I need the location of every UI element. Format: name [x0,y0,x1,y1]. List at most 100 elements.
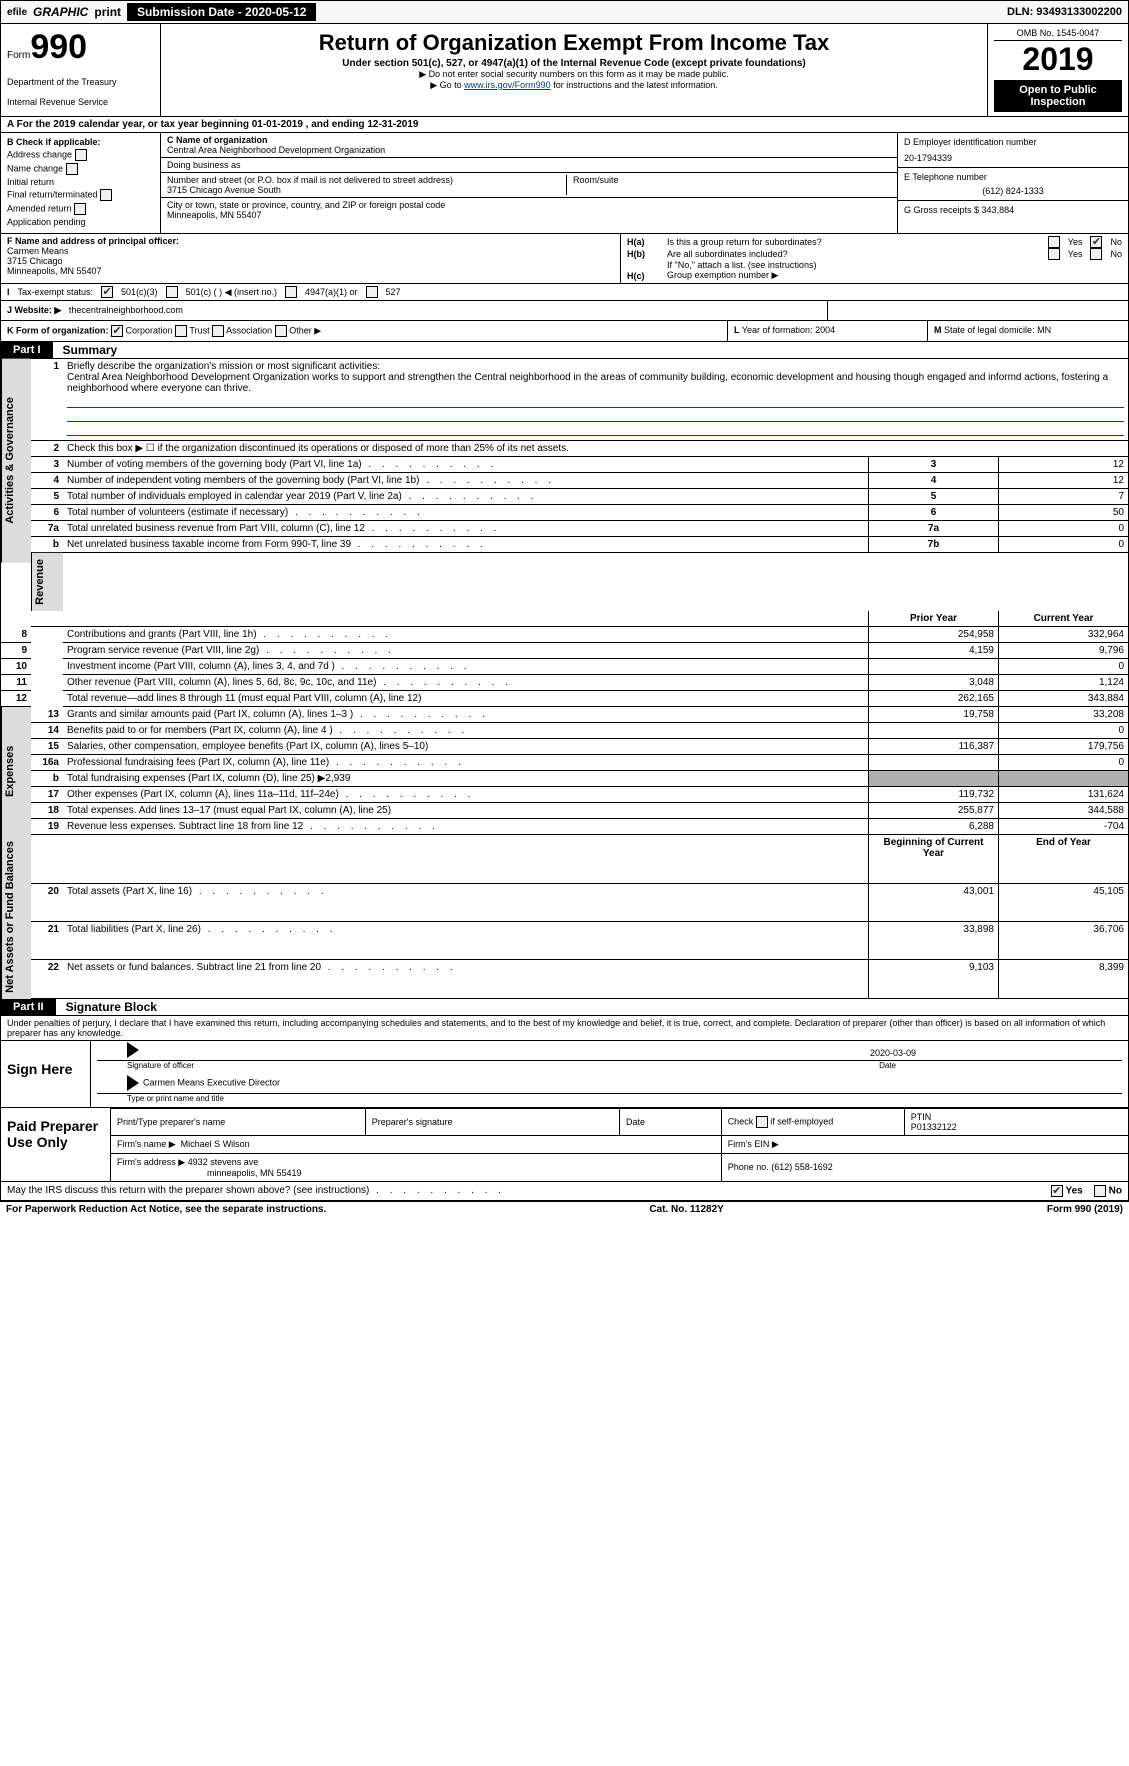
form-header: Form990 Department of the Treasury Inter… [0,24,1129,117]
prep-check-pre: Check [728,1116,754,1126]
line18-num: 18 [31,803,63,819]
line17-num: 17 [31,787,63,803]
ha-yes: Yes [1068,237,1083,247]
hc-text: Group exemption number ▶ [667,270,778,281]
irs-link[interactable]: www.irs.gov/Form990 [464,80,551,90]
line11-num: 11 [1,675,31,691]
name-title-label: Type or print name and title [127,1094,224,1103]
cb-final-return[interactable] [100,189,112,201]
cb-address-change-label: Address change [7,149,72,159]
cb-initial-return-label: Initial return [7,177,54,187]
line16a-curr: 0 [998,755,1128,771]
cb-hb-yes[interactable] [1048,248,1060,260]
row-a-period: A For the 2019 calendar year, or tax yea… [0,117,1129,133]
row-l-text: Year of formation: [742,325,813,335]
line16b-text: Total fundraising expenses (Part IX, col… [63,771,868,787]
cb-trust[interactable] [175,325,187,337]
officer-name: Carmen Means [7,246,614,256]
line15-num: 15 [31,739,63,755]
line1-mission: Briefly describe the organization's miss… [63,359,1128,441]
line15-text: Salaries, other compensation, employee b… [63,739,868,755]
opt-4947: 4947(a)(1) or [305,287,358,297]
gross-receipts-value: 343,884 [982,205,1015,215]
firm-phone-lbl: Phone no. [728,1162,769,1172]
prep-date-hdr: Date [620,1108,722,1135]
cb-527[interactable] [366,286,378,298]
line16a-prior [868,755,998,771]
box-deg: D Employer identification number 20-1794… [898,133,1128,233]
org-name-label: C Name of organization [167,135,891,145]
line7b-val: 0 [998,537,1128,553]
sign-arrow-icon-2 [127,1075,139,1091]
cb-address-change[interactable] [75,149,87,161]
print-label: print [94,5,121,19]
opt-corp: Corporation [126,325,173,335]
cb-self-employed[interactable] [756,1116,768,1128]
firm-addr2: minneapolis, MN 55419 [207,1168,302,1178]
cb-ha-no[interactable] [1090,236,1102,248]
line14-num: 14 [31,723,63,739]
mission-text: Central Area Neighborhood Development Or… [67,372,1108,394]
sign-arrow-icon [127,1042,139,1058]
cb-discuss-no[interactable] [1094,1185,1106,1197]
ha-label: H(a) [627,237,659,247]
cb-501c3[interactable] [101,286,113,298]
colhdr-current: Current Year [998,611,1128,627]
ha-text: Is this a group return for subordinates? [667,237,1040,247]
line18-text: Total expenses. Add lines 13–17 (must eq… [63,803,868,819]
cb-501c[interactable] [166,286,178,298]
cb-hb-no[interactable] [1090,248,1102,260]
line13-prior: 19,758 [868,707,998,723]
row-klm: K Form of organization: Corporation Trus… [0,321,1129,342]
line7a-num: 7a [31,521,63,537]
line13-num: 13 [31,707,63,723]
line1-num: 1 [31,359,63,441]
mission-label: Briefly describe the organization's miss… [67,361,380,372]
line16b-prior [868,771,998,787]
footer-left: For Paperwork Reduction Act Notice, see … [6,1204,326,1215]
line5-box: 5 [868,489,998,505]
line12-text: Total revenue—add lines 8 through 11 (mu… [63,691,868,707]
year-formation: 2004 [815,325,835,335]
hb-no: No [1110,249,1122,259]
line9-text: Program service revenue (Part VIII, line… [63,643,868,659]
cb-amended[interactable] [74,203,86,215]
line21-num: 21 [31,922,63,960]
box-h: H(a) Is this a group return for subordin… [621,234,1128,283]
line12-curr: 343,884 [998,691,1128,707]
cb-name-change[interactable] [66,163,78,175]
line8-prior: 254,958 [868,627,998,643]
cb-association[interactable] [212,325,224,337]
date-label: Date [879,1061,896,1070]
line5-val: 7 [998,489,1128,505]
line9-num: 9 [1,643,31,659]
line18-prior: 255,877 [868,803,998,819]
cb-other[interactable] [275,325,287,337]
line20-num: 20 [31,884,63,922]
line9-curr: 9,796 [998,643,1128,659]
line22-curr: 8,399 [998,960,1128,998]
line8-curr: 332,964 [998,627,1128,643]
cb-ha-yes[interactable] [1048,236,1060,248]
line3-box: 3 [868,457,998,473]
city-label: City or town, state or province, country… [167,200,891,210]
row-i-lbl: I [7,287,10,297]
officer-addr2: Minneapolis, MN 55407 [7,266,614,276]
cb-corporation[interactable] [111,325,123,337]
addr-value: 3715 Chicago Avenue South [167,185,566,195]
line7b-num: b [31,537,63,553]
line4-box: 4 [868,473,998,489]
line21-text: Total liabilities (Part X, line 26) [63,922,868,960]
ein-label: D Employer identification number [904,137,1122,147]
opt-assoc: Association [226,325,272,335]
cb-discuss-yes[interactable] [1051,1185,1063,1197]
cb-4947[interactable] [285,286,297,298]
prep-check-post: if self-employed [770,1116,833,1126]
dept-treasury: Department of the Treasury [7,77,154,87]
sign-date: 2020-03-09 [870,1048,916,1058]
line20-prior: 43,001 [868,884,998,922]
line20-text: Total assets (Part X, line 16) [63,884,868,922]
officer-print-name: Carmen Means Executive Director [143,1077,280,1087]
dba-label: Doing business as [167,160,891,170]
line14-text: Benefits paid to or for members (Part IX… [63,723,868,739]
